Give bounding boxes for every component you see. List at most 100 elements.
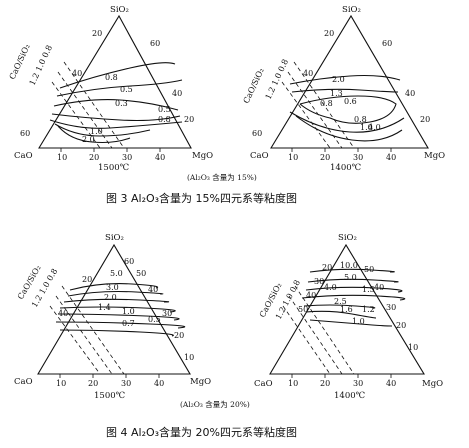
left-vertex-label-fig3-1400: CaO — [250, 151, 269, 161]
bottom-tick-label: 40 — [154, 379, 164, 388]
bottom-tick-label: 40 — [386, 379, 396, 388]
left-tick-label: 40 — [72, 69, 82, 78]
isoline-label: 2.5 — [334, 297, 347, 306]
left-tick-label: 40 — [303, 69, 313, 78]
left-tick-label: 20 — [92, 29, 102, 38]
left-tick-label: 40 — [306, 291, 316, 300]
isoline-label: 5.0 — [344, 273, 357, 282]
isoline-label: 2.0 — [332, 75, 345, 84]
isoline-label: 0.8 — [354, 115, 367, 124]
left-tick-label: 60 — [252, 129, 262, 138]
isoline-label: 1.2 — [362, 305, 375, 314]
isoline-label: 4.0 — [368, 123, 381, 132]
isoline-label: 0.5 — [158, 105, 171, 114]
bottom-tick-label: 30 — [121, 379, 131, 388]
triangle-fig4-1500 — [37, 243, 191, 375]
figure-3-caption: 图 3 Al₂O₃含量为 15%四元系等粘度图 — [106, 192, 297, 205]
ratio-axis-label: CaO/SiO₂ — [8, 43, 32, 81]
left-tick-label: 50 — [298, 305, 308, 314]
apex-label-fig4-1500: SiO₂ — [105, 233, 124, 243]
right-tick-label: 40 — [148, 285, 158, 294]
isoline-label: 1.6 — [340, 305, 353, 314]
isoline-label: 0.8 — [105, 73, 118, 82]
right-vertex-label-fig4-1500: MgO — [190, 377, 211, 387]
left-tick-label: 20 — [322, 263, 332, 272]
ratio-values: 1.2 1.0 0.8 — [264, 58, 290, 101]
isoline-label: 0.5 — [148, 315, 161, 324]
apex-label-fig3-1500: SiO₂ — [110, 5, 129, 15]
isoline-label: 3.0 — [106, 283, 119, 292]
right-tick-label: 60 — [124, 257, 134, 266]
apex-label-fig3-1400: SiO₂ — [342, 5, 361, 15]
figure-4-caption: 图 4 Al₂O₃含量为 20%四元系等粘度图 — [106, 426, 297, 439]
isoline-label: 1.0 — [360, 123, 373, 132]
right-vertex-label-fig4-1400: MgO — [422, 379, 443, 389]
temperature-label: 1400℃ — [330, 163, 361, 173]
bottom-tick-label: 40 — [155, 153, 165, 162]
left-tick-label: 20 — [82, 275, 92, 284]
right-tick-label: 60 — [382, 39, 392, 48]
isoline-label: 10.0 — [340, 261, 358, 270]
isoline-label: 0.5 — [120, 85, 133, 94]
bottom-tick-label: 10 — [288, 379, 298, 388]
isoline-label: 2.0 — [104, 293, 117, 302]
isoline-label: 1.0 — [90, 127, 103, 136]
isoline-label: 5.0 — [110, 269, 123, 278]
right-tick-label: 60 — [150, 39, 160, 48]
left-vertex-label-fig4-1500: CaO — [14, 377, 33, 387]
right-tick-label: 10 — [184, 353, 194, 362]
temperature-label: 1500℃ — [98, 163, 129, 173]
isoline-label: 0.6 — [344, 97, 357, 106]
bottom-tick-label: 30 — [353, 153, 363, 162]
bottom-tick-label: 20 — [320, 153, 330, 162]
right-vertex-label-fig3-1500: MgO — [192, 151, 213, 161]
left-vertex-label-fig4-1400: CaO — [254, 379, 273, 389]
right-vertex-label-fig3-1400: MgO — [424, 151, 445, 161]
bottom-tick-label: 10 — [288, 153, 298, 162]
isoline-label: 1.0 — [352, 317, 365, 326]
right-tick-label: 30 — [162, 309, 172, 318]
bottom-tick-label: 10 — [56, 379, 66, 388]
left-vertex-label-fig3-1500: CaO — [14, 151, 33, 161]
bottom-tick-label: 40 — [386, 153, 396, 162]
alumina-content-note: (Al₂O₃ 含量为 15%) — [187, 172, 257, 182]
left-tick-label: 40 — [58, 309, 68, 318]
isoline-label: 1.0 — [122, 307, 135, 316]
triangle-fig4-1400 — [269, 243, 425, 375]
right-tick-label: 20 — [420, 115, 430, 124]
temperature-label: 1500℃ — [94, 391, 125, 401]
right-tick-label: 40 — [405, 89, 415, 98]
bottom-tick-label: 20 — [89, 153, 99, 162]
right-tick-label: 20 — [184, 115, 194, 124]
isoline-label: 1.3 — [330, 89, 343, 98]
right-tick-label: 20 — [396, 321, 406, 330]
right-tick-label: 20 — [174, 331, 184, 340]
bottom-tick-label: 20 — [320, 379, 330, 388]
bottom-tick-label: 30 — [353, 379, 363, 388]
ratio-axis-label: CaO/SiO₂ — [242, 67, 266, 105]
isoline-label: 0.7 — [122, 319, 135, 328]
isoline-label: 2.0 — [82, 135, 95, 144]
triangle-fig3-1400 — [270, 14, 429, 149]
temperature-label: 1400℃ — [334, 391, 365, 401]
isoline-label: 1.4 — [98, 303, 111, 312]
isoline-label: 1.5 — [362, 285, 375, 294]
isoline-label: 0.8 — [320, 99, 333, 108]
left-tick-label: 60 — [20, 129, 30, 138]
right-tick-label: 40 — [172, 89, 182, 98]
right-tick-label: 30 — [386, 303, 396, 312]
left-tick-label: 30 — [314, 277, 324, 286]
right-tick-label: 50 — [364, 265, 374, 274]
bottom-tick-label: 20 — [88, 379, 98, 388]
bottom-tick-label: 30 — [122, 153, 132, 162]
alumina-content-note: (Al₂O₃ 含量为 20%) — [180, 399, 250, 409]
isoline-label: 4.0 — [324, 283, 337, 292]
apex-label-fig4-1400: SiO₂ — [338, 233, 357, 243]
ratio-values: 1.2 1.0 0.8 — [28, 44, 54, 87]
right-tick-label: 50 — [136, 269, 146, 278]
right-tick-label: 10 — [408, 343, 418, 352]
isoline-label: 0.8 — [158, 115, 171, 124]
left-tick-label: 20 — [324, 29, 334, 38]
